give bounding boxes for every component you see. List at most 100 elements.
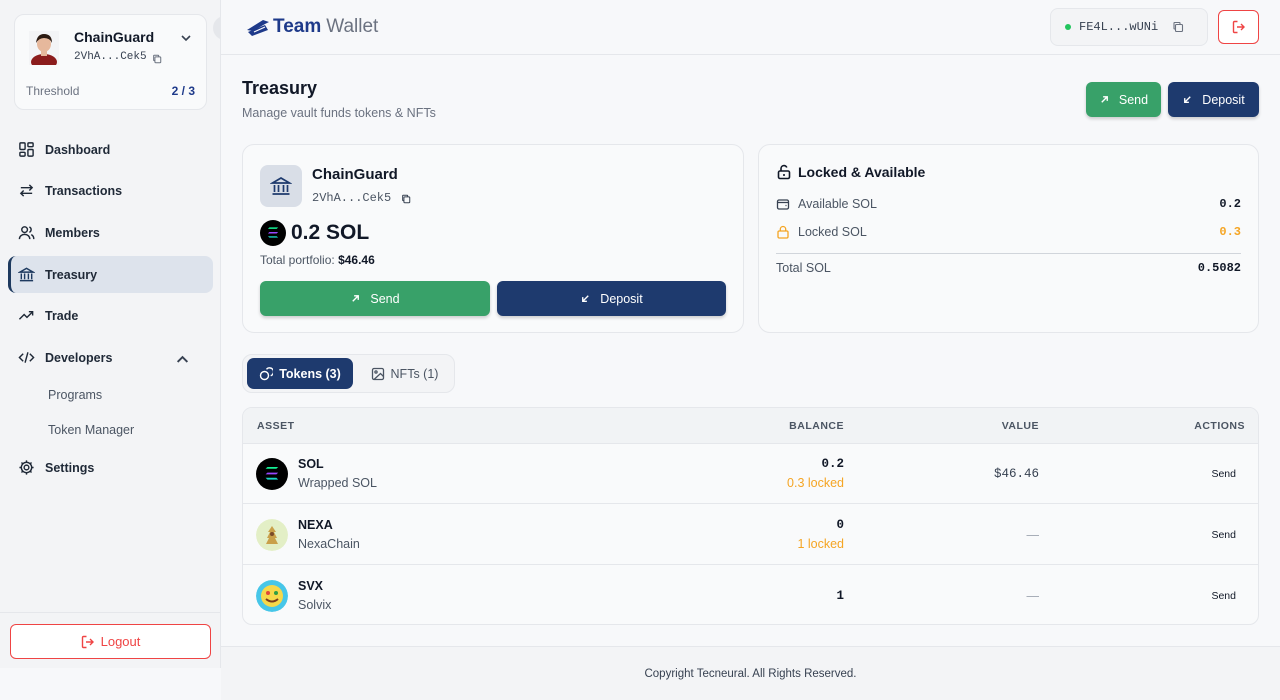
bank-icon	[270, 177, 292, 195]
send-button[interactable]: Send	[1086, 82, 1161, 117]
tab-nfts-label: NFTs (1)	[390, 366, 439, 381]
token-locked: 1 locked	[797, 537, 844, 551]
token-locked: 0.3 locked	[787, 476, 844, 490]
solana-logo-icon	[260, 220, 286, 246]
sidebar-item-label: Settings	[45, 460, 95, 475]
token-balance: 1	[836, 589, 844, 603]
lock-icon	[777, 225, 789, 239]
token-value: $46.46	[993, 467, 1039, 481]
sidebar-item-label: Trade	[45, 308, 79, 323]
token-balance: 0.2	[821, 457, 844, 471]
token-symbol: NEXA	[298, 518, 333, 532]
sidebar-item-dashboard[interactable]: Dashboard	[8, 131, 213, 168]
available-sol-row: Available SOL 0.2	[776, 197, 1241, 211]
logo-text-team: Team	[273, 16, 322, 37]
sidebar-item-label: Members	[45, 225, 100, 240]
vault-icon	[260, 165, 302, 207]
vault-address: 2VhA...Cek5	[312, 191, 392, 205]
logout-label: Logout	[100, 634, 141, 649]
deposit-button[interactable]: Deposit	[1168, 82, 1259, 117]
sidebar-item-label: Transactions	[45, 183, 123, 198]
token-symbol: SOL	[298, 457, 324, 471]
deposit-label: Deposit	[600, 291, 643, 306]
copy-icon[interactable]	[1172, 21, 1184, 33]
chevron-down-icon[interactable]	[179, 31, 193, 45]
table-row: NEXA NexaChain 0 1 locked — Send	[243, 505, 1258, 565]
nexa-token-icon	[256, 519, 288, 551]
column-header-asset: ASSET	[257, 420, 295, 432]
table-row: SVX Solvix 1 — Send	[243, 566, 1258, 624]
divider	[776, 253, 1241, 254]
tab-tokens-label: Tokens (3)	[279, 366, 341, 381]
copy-icon[interactable]	[401, 194, 411, 204]
logo-text-wallet: Wallet	[326, 16, 379, 37]
lock-open-icon	[777, 164, 791, 180]
app-logo[interactable]: Team Wallet	[245, 16, 378, 38]
column-header-actions: ACTIONS	[1194, 420, 1245, 432]
chevron-up-icon[interactable]	[174, 351, 191, 368]
token-send-button[interactable]: Send	[1211, 529, 1236, 541]
sidebar-item-transactions[interactable]: Transactions	[8, 172, 213, 209]
copy-icon[interactable]	[152, 54, 162, 64]
arrow-down-left-icon	[1184, 96, 1192, 103]
locked-sol-row: Locked SOL 0.3	[776, 225, 1241, 239]
arrows-swap-icon	[19, 184, 34, 197]
sidebar-item-trade[interactable]: Trade	[8, 297, 213, 334]
token-name: Wrapped SOL	[298, 476, 377, 490]
code-icon	[18, 352, 35, 363]
tab-nfts[interactable]: NFTs (1)	[357, 358, 452, 389]
sidebar-subitem-programs[interactable]: Programs	[48, 388, 103, 402]
send-label: Send	[1118, 92, 1149, 107]
token-send-button[interactable]: Send	[1211, 590, 1236, 602]
locked-available-heading: Locked & Available	[798, 164, 926, 180]
trending-up-icon	[18, 311, 34, 320]
top-header: Team Wallet FE4L...wUNi	[221, 0, 1280, 55]
available-sol-value: 0.2	[1219, 197, 1241, 211]
connected-wallet[interactable]: FE4L...wUNi	[1050, 8, 1208, 46]
wallet-icon	[776, 199, 790, 210]
threshold-value: 2 / 3	[171, 84, 195, 98]
total-sol-row: Total SOL 0.5082	[776, 261, 1241, 275]
gear-icon	[19, 460, 34, 475]
disconnect-button[interactable]	[1218, 10, 1259, 44]
sidebar-item-label: Dashboard	[45, 142, 111, 157]
vault-switcher[interactable]: ChainGuard 2VhA...Cek5 Threshold 2 / 3	[14, 14, 207, 110]
logout-button[interactable]: Logout	[10, 624, 211, 659]
arrow-up-right-icon	[352, 295, 360, 302]
users-icon	[18, 226, 35, 240]
sidebar-item-settings[interactable]: Settings	[8, 449, 213, 486]
sidebar-item-treasury[interactable]: Treasury	[8, 256, 213, 293]
sidebar-item-members[interactable]: Members	[8, 214, 213, 251]
wallet-logo-icon	[247, 20, 269, 36]
vault-address: 2VhA...Cek5	[74, 51, 147, 63]
arrow-up-right-icon	[1101, 96, 1108, 103]
grid-icon	[19, 142, 34, 157]
logout-icon	[1232, 20, 1245, 34]
card-send-button[interactable]: Send	[260, 281, 490, 316]
sidebar-item-developers[interactable]: Developers	[8, 339, 213, 376]
vault-name: ChainGuard	[74, 29, 155, 45]
token-value: —	[1026, 528, 1040, 542]
sidebar: ChainGuard 2VhA...Cek5 Threshold 2 / 3 D…	[0, 0, 221, 668]
asset-tabs: Tokens (3) NFTs (1)	[242, 354, 455, 393]
deposit-label: Deposit	[1202, 92, 1245, 107]
total-sol-value: 0.5082	[1197, 261, 1241, 275]
sol-token-icon	[256, 458, 288, 490]
token-symbol: SVX	[298, 579, 324, 593]
total-sol-label: Total SOL	[776, 261, 831, 275]
portfolio-label: Total portfolio:	[260, 253, 335, 267]
card-deposit-button[interactable]: Deposit	[497, 281, 726, 316]
coins-icon	[260, 366, 274, 380]
vault-name: ChainGuard	[312, 166, 398, 183]
threshold-label: Threshold	[26, 84, 80, 98]
avatar	[29, 31, 59, 65]
token-send-button[interactable]: Send	[1211, 468, 1236, 480]
token-value: —	[1026, 589, 1040, 603]
tab-tokens[interactable]: Tokens (3)	[247, 358, 353, 389]
vault-balance-card: ChainGuard 2VhA...Cek5 0.2 SOL Total por…	[242, 144, 744, 333]
arrow-down-left-icon	[582, 295, 590, 302]
token-name: NexaChain	[298, 537, 360, 551]
sidebar-subitem-token-manager[interactable]: Token Manager	[48, 423, 135, 437]
locked-sol-label: Locked SOL	[798, 225, 867, 239]
vault-sol-balance: 0.2 SOL	[291, 221, 370, 244]
